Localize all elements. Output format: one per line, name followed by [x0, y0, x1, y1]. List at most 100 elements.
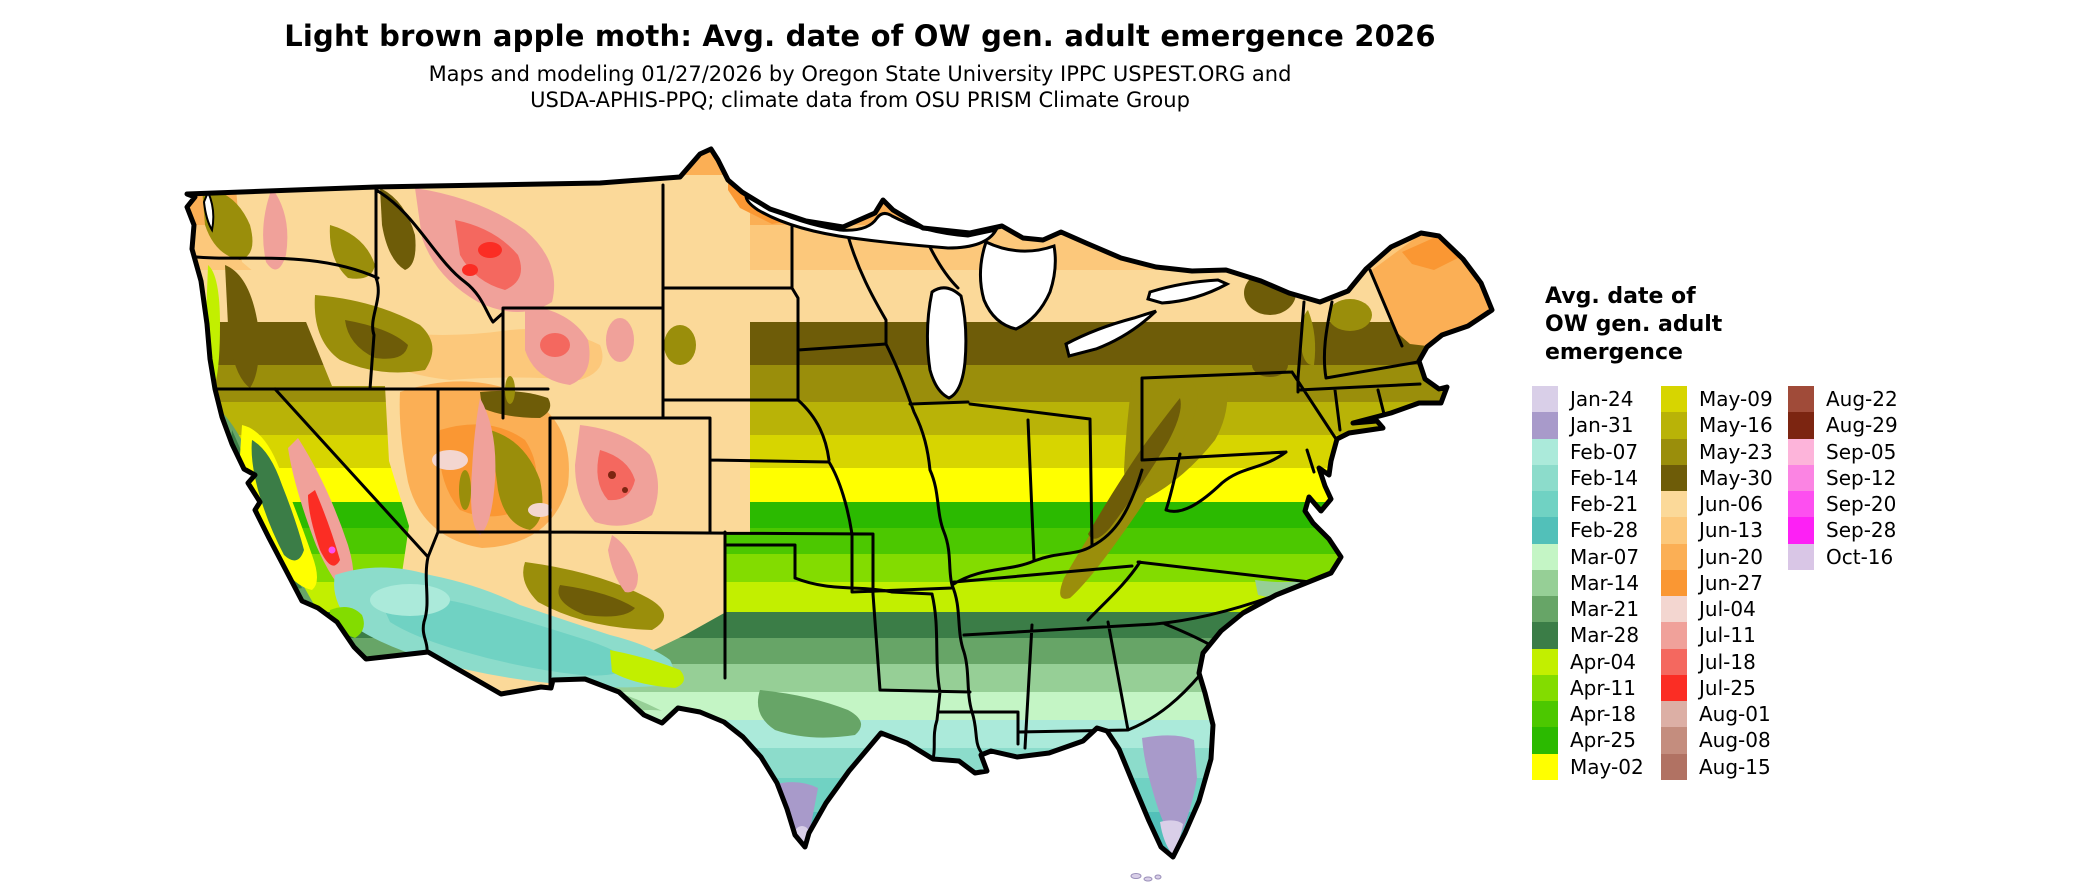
legend-title-line: Avg. date of — [1545, 284, 1696, 309]
legend-entry: May-23 — [1661, 438, 1773, 465]
legend-column: Aug-22 Aug-29 Sep-05 Sep-12 Sep-20 Sep-28 Oct-… — [1788, 386, 1898, 570]
legend-entry: Aug-29 — [1788, 412, 1898, 439]
legend-label: Jan-24 — [1570, 387, 1634, 412]
map-band — [187, 402, 1492, 435]
legend-label: Jul-11 — [1699, 623, 1756, 648]
map-band — [187, 664, 1492, 692]
legend-swatch — [1788, 412, 1814, 439]
legend-label: Jul-04 — [1699, 597, 1756, 622]
legend-entry: Jul-11 — [1661, 622, 1773, 649]
legend-entry: Jun-06 — [1661, 491, 1773, 518]
map-terrain-patch — [610, 650, 684, 688]
legend-label: Jun-13 — [1699, 518, 1763, 543]
legend-swatch — [1661, 438, 1687, 465]
legend-label: Jun-20 — [1699, 544, 1763, 569]
map-terrain-patch — [471, 398, 496, 535]
map-terrain-patch — [540, 333, 570, 357]
map-band — [187, 748, 1492, 778]
legend-label: Jul-25 — [1699, 675, 1756, 700]
map-terrain-patch — [478, 242, 502, 258]
legend-entry: Mar-14 — [1532, 569, 1644, 596]
legend-label: Sep-28 — [1826, 518, 1897, 543]
legend-entry: Sep-20 — [1788, 491, 1898, 518]
legend-label: Apr-04 — [1570, 649, 1636, 674]
us-outline — [184, 146, 1495, 860]
legend-label: Feb-21 — [1570, 492, 1639, 517]
legend-label: Feb-07 — [1570, 439, 1639, 464]
legend-entry: May-09 — [1661, 386, 1773, 413]
legend-label: Aug-01 — [1699, 702, 1771, 727]
map-terrain-patch — [330, 606, 364, 638]
legend-label: Jun-27 — [1699, 570, 1763, 595]
lake-huron — [979, 239, 1057, 331]
legend-entry: Aug-22 — [1788, 386, 1898, 413]
legend-swatch — [1788, 386, 1814, 413]
legend-swatch — [1661, 543, 1687, 570]
legend-entry: Jul-25 — [1661, 674, 1773, 701]
legend-swatch — [1661, 412, 1687, 439]
map-terrain-patch — [380, 188, 416, 270]
puget-sound — [202, 189, 215, 233]
legend-entry: Feb-07 — [1532, 438, 1644, 465]
legend-label: Aug-08 — [1699, 728, 1771, 753]
legend-label: Sep-12 — [1826, 465, 1897, 490]
map-terrain-patch — [480, 390, 551, 418]
legend-swatch — [1661, 386, 1687, 413]
legend-entry: Feb-14 — [1532, 464, 1644, 491]
legend-label: Sep-20 — [1826, 492, 1897, 517]
legend-entry: Apr-11 — [1532, 674, 1644, 701]
map-terrain-patch — [622, 487, 628, 493]
map-terrain-patch — [432, 450, 468, 470]
legend-entry: Aug-08 — [1661, 727, 1773, 754]
map-terrain-patch — [251, 440, 304, 561]
map-terrain-patch — [459, 470, 471, 510]
legend-title: Avg. date of OW gen. adult emergence — [1545, 283, 1722, 367]
legend-label: Aug-22 — [1826, 387, 1898, 412]
legend-swatch — [1532, 753, 1558, 780]
map-terrain-patch — [1252, 353, 1288, 377]
legend-column: May-09 May-16 May-23 May-30 Jun-06 Jun-13 Jun-… — [1661, 386, 1773, 780]
map-terrain-patch — [757, 690, 862, 738]
legend-entry: Sep-28 — [1788, 517, 1898, 544]
lake-ontario — [1146, 278, 1231, 305]
map-terrain-patch — [225, 265, 259, 388]
legend-swatch — [1788, 464, 1814, 491]
legend-swatch — [1532, 491, 1558, 518]
map-terrain-patch — [1300, 310, 1316, 366]
legend-entry: Feb-21 — [1532, 491, 1644, 518]
legend-swatch — [1532, 569, 1558, 596]
legend-swatch — [1661, 464, 1687, 491]
legend-swatch — [1661, 674, 1687, 701]
map-terrain-patch — [1328, 299, 1372, 331]
legend-swatch — [1532, 674, 1558, 701]
map-terrain-patch — [1154, 874, 1162, 880]
legend-entry: Mar-28 — [1532, 622, 1644, 649]
map-subtitle-line1: Maps and modeling 01/27/2026 by Oregon S… — [428, 62, 1292, 86]
legend-swatch — [1788, 438, 1814, 465]
legend-label: Apr-11 — [1570, 675, 1636, 700]
legend-swatch — [1661, 648, 1687, 675]
map-terrain-patch — [202, 188, 253, 260]
map-band — [187, 638, 1492, 664]
legend-label: Mar-14 — [1570, 570, 1640, 595]
map-terrain-patch — [664, 325, 696, 365]
legend-entry: Jun-20 — [1661, 543, 1773, 570]
legend-swatch — [1532, 596, 1558, 623]
map-terrain-patch — [263, 188, 288, 270]
legend-swatch — [1661, 727, 1687, 754]
map-terrain-patch — [462, 264, 478, 276]
legend-entry: Jun-27 — [1661, 569, 1773, 596]
legend-swatch — [1532, 543, 1558, 570]
legend-swatch — [1788, 517, 1814, 544]
legend-entry: Jul-18 — [1661, 648, 1773, 675]
map-subtitle-line2: USDA-APHIS-PPQ; climate data from OSU PR… — [530, 88, 1190, 112]
map-terrain-patch — [328, 546, 336, 554]
map-terrain-patch — [380, 597, 635, 676]
legend-entry: Aug-01 — [1661, 701, 1773, 728]
legend-entry: Aug-15 — [1661, 753, 1773, 780]
map-title: Light brown apple moth: Avg. date of OW … — [284, 19, 1436, 53]
legend-label: May-30 — [1699, 465, 1773, 490]
us-map-svg — [184, 146, 1495, 882]
legend-label: Apr-25 — [1570, 728, 1636, 753]
legend-swatch — [1661, 596, 1687, 623]
